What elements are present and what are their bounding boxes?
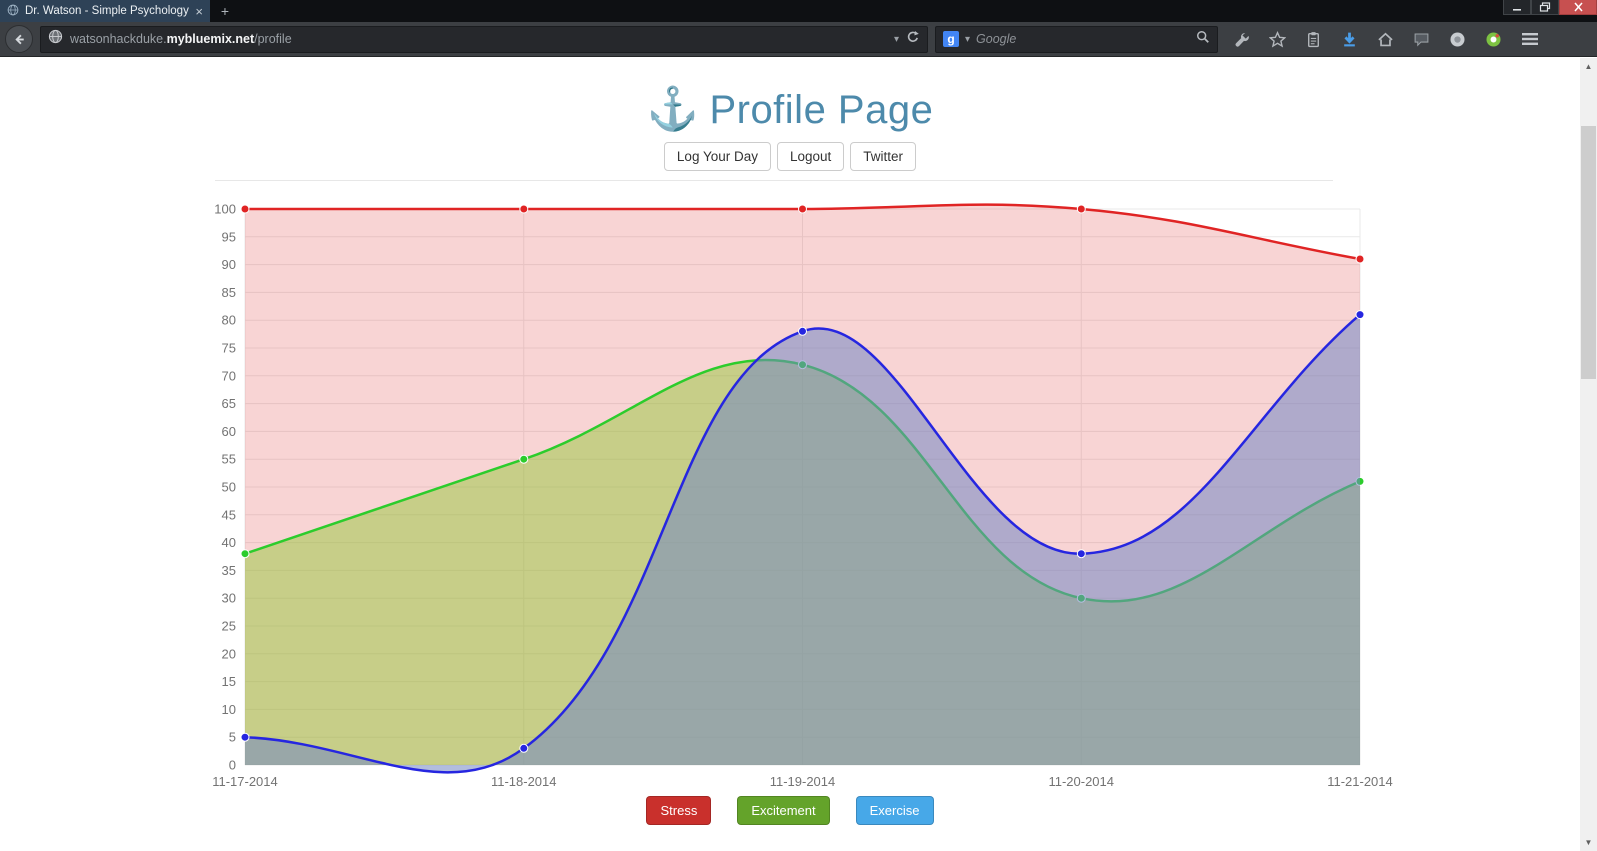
svg-text:95: 95 <box>222 229 236 244</box>
svg-text:25: 25 <box>222 619 236 634</box>
svg-text:11-17-2014: 11-17-2014 <box>212 774 278 789</box>
svg-text:75: 75 <box>222 341 236 356</box>
svg-text:100: 100 <box>214 202 236 217</box>
svg-text:55: 55 <box>222 452 236 467</box>
svg-text:65: 65 <box>222 396 236 411</box>
url-domain: mybluemix.net <box>166 32 255 46</box>
url-text[interactable]: watsonhackduke.mybluemix.net/profile <box>70 32 887 46</box>
search-engine-dropdown-icon[interactable]: ▾ <box>965 33 971 45</box>
tab-title: Dr. Watson - Simple Psychology <box>25 5 189 17</box>
scroll-up-arrow[interactable]: ▲ <box>1584 62 1593 71</box>
extension-disc-icon[interactable] <box>1441 25 1474 53</box>
page-title: ⚓ Profile Page <box>0 84 1580 134</box>
svg-text:80: 80 <box>222 313 236 328</box>
minimize-button[interactable] <box>1503 0 1531 15</box>
window-close-button[interactable] <box>1559 0 1597 15</box>
tab-favicon-icon <box>7 4 19 19</box>
url-subdomain: watsonhackduke. <box>70 32 167 46</box>
new-tab-button[interactable]: + <box>220 3 230 19</box>
wrench-icon[interactable] <box>1225 25 1258 53</box>
log-your-day-button[interactable]: Log Your Day <box>663 142 771 171</box>
svg-text:50: 50 <box>222 480 236 495</box>
restore-button[interactable] <box>1531 0 1559 15</box>
download-icon[interactable] <box>1333 25 1366 53</box>
chat-bubble-icon[interactable] <box>1405 25 1438 53</box>
url-bar[interactable]: watsonhackduke.mybluemix.net/profile ▾ <box>40 25 928 53</box>
legend-stress-button[interactable]: Stress <box>646 796 712 825</box>
svg-text:11-19-2014: 11-19-2014 <box>770 774 836 789</box>
mood-chart: 0 5 10 15 20 25 30 35 40 45 50 55 60 65 70 75 80 85 90 95 10… <box>205 194 1580 794</box>
home-icon[interactable] <box>1369 25 1402 53</box>
line-chart: 0 5 10 15 20 25 30 35 40 45 50 55 60 65 70 75 80 85 90 95 10… <box>212 202 1393 790</box>
browser-tab[interactable]: Dr. Watson - Simple Psychology × <box>0 0 210 22</box>
tab-close-icon[interactable]: × <box>195 3 203 19</box>
site-identity-globe-icon[interactable] <box>48 29 63 49</box>
page-content: ⚓ Profile Page Log Your Day Logout Twitte… <box>0 58 1580 851</box>
svg-text:60: 60 <box>222 424 236 439</box>
clipboard-icon[interactable] <box>1297 25 1330 53</box>
svg-text:11-18-2014: 11-18-2014 <box>491 774 557 789</box>
google-engine-icon[interactable]: g <box>943 31 959 47</box>
reload-button[interactable] <box>906 30 920 49</box>
menu-hamburger-icon[interactable] <box>1513 25 1546 53</box>
url-path: /profile <box>254 32 292 46</box>
svg-text:30: 30 <box>222 591 236 606</box>
legend-exercise-button[interactable]: Exercise <box>855 796 934 825</box>
logout-button[interactable]: Logout <box>777 142 845 171</box>
search-icon[interactable] <box>1196 30 1210 49</box>
back-button[interactable] <box>5 25 33 53</box>
svg-text:20: 20 <box>222 646 236 661</box>
svg-text:0: 0 <box>229 758 236 773</box>
svg-text:15: 15 <box>222 674 236 689</box>
svg-text:11-21-2014: 11-21-2014 <box>1327 774 1393 789</box>
toolbar-buttons <box>1225 25 1546 53</box>
legend-excitement-button[interactable]: Excitement <box>737 796 830 825</box>
bookmark-star-icon[interactable] <box>1261 25 1294 53</box>
search-input[interactable]: Google <box>976 32 1017 46</box>
urlbar-dropdown-icon[interactable]: ▾ <box>893 33 899 45</box>
svg-text:45: 45 <box>222 507 236 522</box>
scroll-down-arrow[interactable]: ▼ <box>1584 838 1593 847</box>
scrollbar-thumb[interactable] <box>1581 126 1596 379</box>
divider <box>215 180 1333 181</box>
svg-text:90: 90 <box>222 257 236 272</box>
navigation-toolbar: watsonhackduke.mybluemix.net/profile ▾ g… <box>0 22 1597 57</box>
titlebar: Dr. Watson - Simple Psychology × + <box>0 0 1597 22</box>
svg-text:85: 85 <box>222 285 236 300</box>
svg-text:70: 70 <box>222 368 236 383</box>
twitter-button[interactable]: Twitter <box>850 142 917 171</box>
window-controls <box>1503 0 1597 15</box>
extension-green-icon[interactable] <box>1477 25 1510 53</box>
anchor-icon: ⚓ <box>646 84 700 133</box>
action-buttons: Log Your Day Logout Twitter <box>0 142 1580 171</box>
svg-text:11-20-2014: 11-20-2014 <box>1048 774 1114 789</box>
page-title-text: Profile Page <box>709 88 934 132</box>
svg-text:5: 5 <box>229 730 236 745</box>
vertical-scrollbar[interactable]: ▲ ▼ <box>1580 58 1597 851</box>
svg-text:35: 35 <box>222 563 236 578</box>
svg-text:10: 10 <box>222 702 236 717</box>
search-bar[interactable]: g ▾ Google <box>935 25 1218 53</box>
svg-text:40: 40 <box>222 535 236 550</box>
chart-legend: Stress Excitement Exercise <box>0 796 1580 825</box>
